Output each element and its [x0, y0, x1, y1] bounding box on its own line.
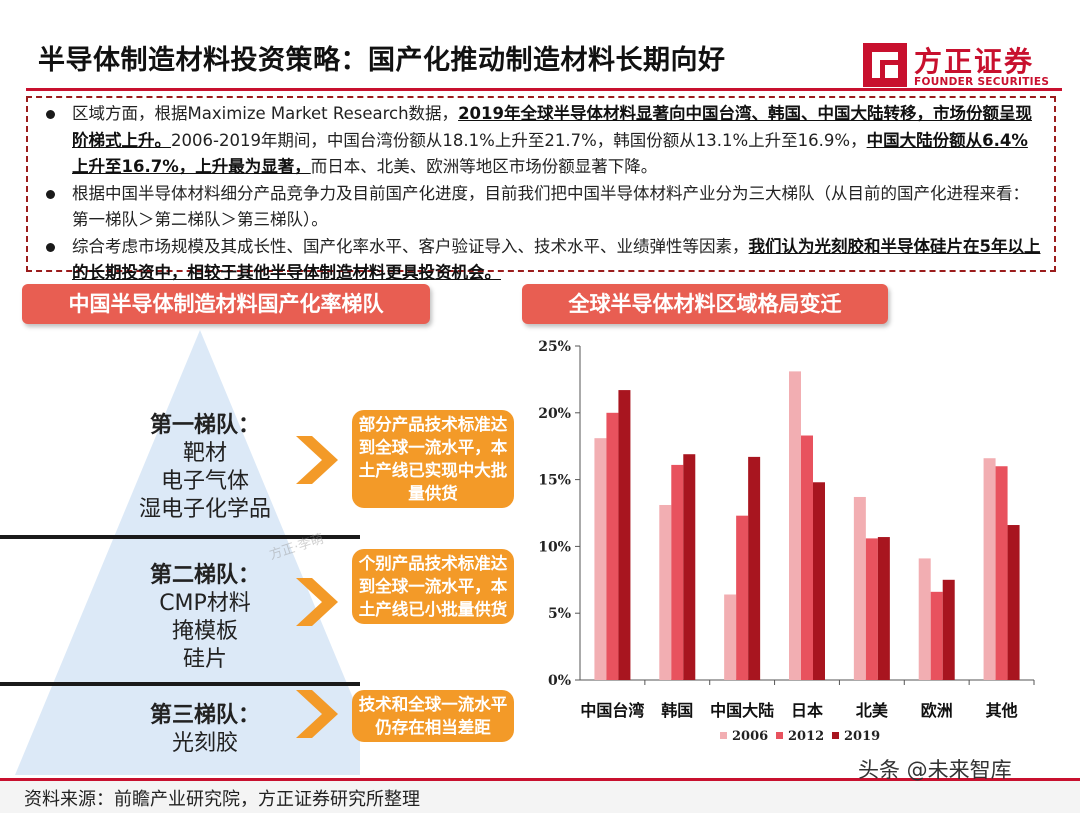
tier-pyramid [0, 330, 360, 775]
company-logo: 方正证券 FOUNDER SECURITIES [862, 38, 1052, 96]
y-tick-label: 20% [538, 406, 571, 422]
tier-1-head: 第一梯队： [149, 413, 260, 438]
x-tick-label: 其他 [986, 701, 1018, 720]
tier-3-item: 光刻胶 [171, 731, 238, 756]
tier-2-head: 第二梯队： [149, 563, 260, 588]
page-title: 半导体制造材料投资策略：国产化推动制造材料长期向好 [38, 45, 726, 76]
tier-1-item: 电子气体 [160, 469, 249, 494]
section-header-chart: 全球半导体材料区域格局变迁 [522, 284, 888, 324]
legend-swatch-2006 [720, 732, 727, 739]
y-tick-label: 25% [538, 339, 571, 355]
bar-2019-6 [1007, 525, 1020, 680]
bar-2006-4 [853, 496, 866, 680]
bar-2012-4 [865, 538, 878, 680]
bar-2012-6 [995, 466, 1008, 680]
tier-2-item: CMP材料 [159, 591, 251, 616]
title-rule [26, 88, 1062, 91]
bullet-emphasis: 中国大陆份额从6.4%上升至16.7%，上升最为显著， [72, 130, 1028, 177]
bullet-dot-icon [46, 189, 55, 199]
x-tick-label: 中国台湾 [580, 701, 644, 720]
bar-2006-6 [983, 458, 996, 680]
bar-2012-2 [736, 515, 749, 680]
bar-2012-5 [930, 591, 943, 680]
bar-2019-4 [877, 537, 890, 680]
bullet-text: 综合考虑市场规模及其成长性、国产化率水平、客户验证导入、技术水平、业绩弹性等因素… [72, 236, 749, 256]
bar-2006-1 [659, 504, 672, 680]
legend-label-2012: 2012 [788, 729, 824, 744]
tier-2-note: 个别产品技术标准达到全球一流水平，本土产线已小批量供货 [352, 549, 514, 624]
bar-2006-0 [594, 438, 607, 680]
bar-2019-3 [813, 482, 825, 680]
tier-1-label: 第一梯队： 靶材 电子气体 湿电子化学品 [130, 412, 280, 524]
y-tick-label: 10% [538, 539, 571, 555]
bullet-emphasis: 2019年全球半导体材料显著向中国台湾、韩国、中国大陆转移，市场份额呈现阶梯式上… [72, 104, 1032, 150]
bullet-text: 2006-2019年期间，中国台湾份额从18.1%上升至21.7%，韩国份额从1… [171, 130, 867, 150]
bar-2012-3 [801, 435, 813, 680]
bullet-text: 根据中国半导体材料细分产品竞争力及目前国产化进度，目前我们把中国半导体材料产业分… [72, 183, 1029, 230]
bullet-dot-icon [46, 242, 55, 252]
bar-2012-1 [671, 464, 684, 680]
source-note: 资料来源：前瞻产业研究院，方正证券研究所整理 [24, 789, 420, 810]
logo-text-en: FOUNDER SECURITIES [914, 76, 1050, 88]
legend-swatch-2012 [776, 732, 783, 739]
bar-2006-5 [918, 558, 931, 680]
bullet-item: 根据中国半导体材料细分产品竞争力及目前国产化进度，目前我们把中国半导体材料产业分… [42, 181, 1044, 234]
x-tick-label: 北美 [856, 701, 889, 720]
bullet-list: 区域方面，根据Maximize Market Research数据，2019年全… [42, 101, 1044, 287]
section-header-tiers: 中国半导体制造材料国产化率梯队 [22, 284, 430, 324]
bar-2019-0 [618, 390, 631, 680]
bar-2019-1 [683, 454, 696, 680]
tier-3-note: 技术和全球一流水平仍存在相当差距 [352, 690, 514, 742]
chevron-right-icon [296, 690, 338, 738]
founder-logo-icon [863, 43, 907, 87]
logo-text-cn: 方正证券 [914, 45, 1035, 78]
chevron-right-icon [296, 436, 338, 484]
x-tick-label: 中国大陆 [710, 701, 774, 720]
y-tick-label: 0% [548, 673, 571, 689]
tier-1-item: 湿电子化学品 [138, 497, 271, 522]
y-tick-label: 5% [548, 606, 571, 622]
bullet-text: 区域方面，根据Maximize Market Research数据， [72, 104, 459, 123]
tier-1-item: 靶材 [182, 441, 227, 466]
tier-2-item: 掩模板 [171, 619, 238, 644]
tier-2-item: 硅片 [182, 647, 227, 672]
tier-3-label: 第三梯队： 光刻胶 [130, 702, 280, 758]
legend-label-2006: 2006 [732, 729, 768, 744]
legend-swatch-2019 [832, 732, 839, 739]
bar-2019-2 [748, 456, 761, 680]
x-tick-label: 欧洲 [921, 701, 953, 720]
corner-watermark: 头条 @未来智库 [858, 758, 1012, 782]
region-share-bar-chart: 0% 5% 10% 15% 20% 25% 中国台湾 韩国 中国大陆 日本 北美 欧洲 其他 2006 20… [538, 339, 1035, 744]
tier-1-note: 部分产品技术标准达到全球一流水平，本土产线已实现中大批量供货 [352, 410, 514, 508]
bar-2006-3 [789, 371, 801, 680]
chevron-right-icon [296, 578, 338, 626]
bullet-emphasis: 我们认为光刻胶和半导体硅片在5年以上的长期投资中，相较于其他半导体制造材料更具投… [72, 236, 1041, 283]
y-tick-label: 15% [538, 473, 571, 489]
bullet-dot-icon [46, 110, 55, 119]
bar-2019-5 [942, 579, 955, 680]
source-bar: 资料来源：前瞻产业研究院，方正证券研究所整理 [0, 778, 1080, 813]
summary-box: 区域方面，根据Maximize Market Research数据，2019年全… [26, 96, 1056, 282]
tier-2-label: 第二梯队： CMP材料 掩模板 硅片 [130, 562, 280, 674]
bar-2012-0 [606, 412, 619, 680]
bullet-item: 综合考虑市场规模及其成长性、国产化率水平、客户验证导入、技术水平、业绩弹性等因素… [42, 234, 1044, 287]
bullet-item: 区域方面，根据Maximize Market Research数据，2019年全… [42, 101, 1044, 181]
tier-3-head: 第三梯队： [149, 703, 260, 728]
x-tick-label: 日本 [791, 701, 823, 720]
bar-2006-2 [724, 594, 737, 680]
x-tick-label: 韩国 [661, 701, 693, 720]
bullet-text: 而日本、北美、欧洲等地区市场份额显著下降。 [310, 157, 658, 176]
legend-label-2019: 2019 [844, 729, 880, 744]
